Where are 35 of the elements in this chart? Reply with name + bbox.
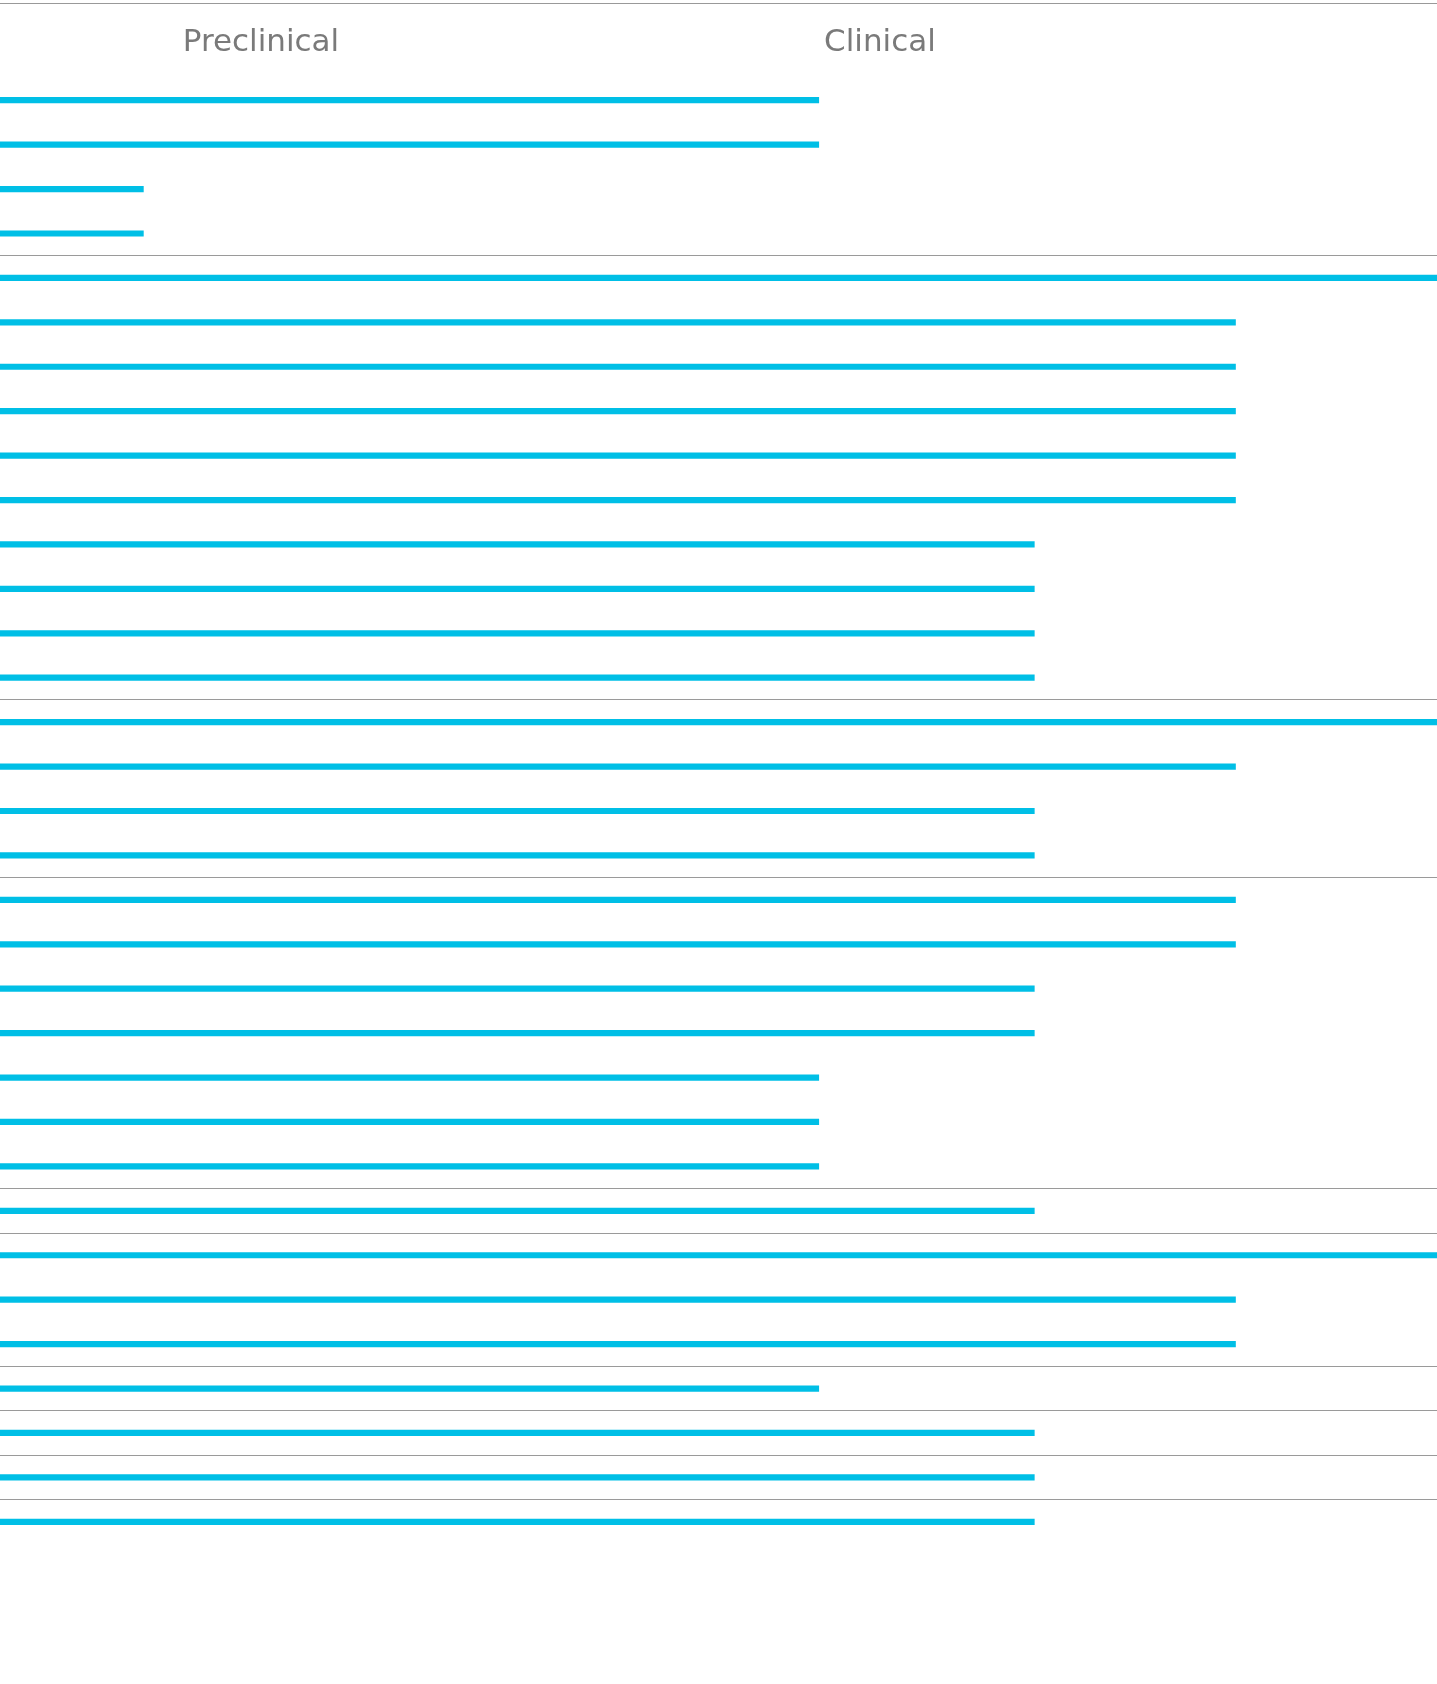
text: Clinical [824,22,936,58]
bar [0,585,1035,592]
bar [0,363,1236,370]
bar [0,1118,820,1126]
bar [0,719,1437,726]
text: Preclinical [182,22,340,58]
bar [0,1296,1236,1303]
bar [0,1474,1035,1481]
bar [0,852,1035,859]
bar [0,1340,1236,1348]
bar [0,1207,1035,1214]
bar [0,408,1236,415]
bar [0,985,1035,992]
bar [0,941,1236,948]
bar [0,185,144,193]
bar [0,630,1035,637]
bar [0,541,1035,548]
bar [0,1385,820,1392]
bar [0,1429,1035,1437]
bar [0,1163,820,1170]
bar [0,807,1035,815]
bar [0,1030,1035,1037]
bar [0,896,1236,903]
bar [0,141,820,148]
bar [0,452,1236,459]
bar [0,230,144,237]
bar [0,274,1437,282]
bar [0,1074,820,1081]
bar [0,496,1236,504]
bar [0,1252,1437,1259]
bar [0,1518,1035,1525]
bar [0,97,820,104]
bar [0,674,1035,681]
bar [0,319,1236,326]
bar [0,763,1236,770]
